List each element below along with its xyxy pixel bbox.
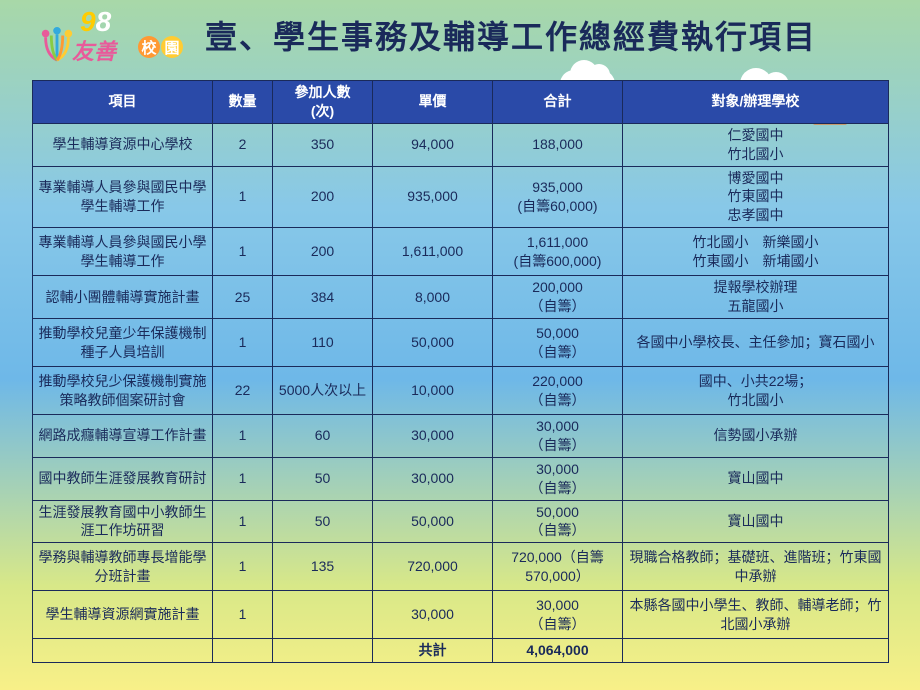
cell-school: 仁愛國中竹北國小 <box>623 123 889 166</box>
cell-school: 信勢國小承辦 <box>623 415 889 458</box>
cell-price: 720,000 <box>373 543 493 591</box>
cell-total: 1,611,000(自籌600,000) <box>493 228 623 276</box>
cell-item: 國中教師生涯發展教育研討 <box>33 457 213 500</box>
fountain-icon <box>38 26 76 64</box>
cell-total: 50,000（自籌） <box>493 500 623 543</box>
logo-friendly-text: 友善 <box>72 34 116 66</box>
cell-qty: 1 <box>213 319 273 367</box>
cell-qty: 1 <box>213 228 273 276</box>
cell-price: 94,000 <box>373 123 493 166</box>
cell-price: 50,000 <box>373 500 493 543</box>
header-participants: 參加人數(次) <box>273 81 373 124</box>
cell-item: 推動學校兒少保護機制實施策略教師個案研討會 <box>33 367 213 415</box>
budget-table: 項目 數量 參加人數(次) 單價 合計 對象/辦理學校 學生輔導資源中心學校23… <box>32 80 889 663</box>
budget-table-container: 項目 數量 參加人數(次) 單價 合計 對象/辦理學校 學生輔導資源中心學校23… <box>32 80 888 663</box>
cell-qty: 1 <box>213 166 273 228</box>
table-row: 學生輔導資源中心學校235094,000188,000仁愛國中竹北國小 <box>33 123 889 166</box>
total-row: 共計4,064,000 <box>33 639 889 663</box>
cell-part: 50 <box>273 457 373 500</box>
table-row: 國中教師生涯發展教育研討15030,00030,000（自籌）寶山國中 <box>33 457 889 500</box>
cell-school: 現職合格教師；基礎班、進階班；竹東國中承辦 <box>623 543 889 591</box>
cell-item: 學務與輔導教師專長增能學分班計畫 <box>33 543 213 591</box>
cell-school: 博愛國中竹東國中忠孝國中 <box>623 166 889 228</box>
cell-item: 認輔小團體輔導實施計畫 <box>33 276 213 319</box>
cell-price: 935,000 <box>373 166 493 228</box>
table-row: 專業輔導人員參與國民小學學生輔導工作12001,611,0001,611,000… <box>33 228 889 276</box>
cell-item: 網路成癮輔導宣導工作計畫 <box>33 415 213 458</box>
cell-part: 384 <box>273 276 373 319</box>
cell-qty: 1 <box>213 415 273 458</box>
empty-cell <box>33 639 213 663</box>
cell-part: 135 <box>273 543 373 591</box>
table-row: 生涯發展教育國中小教師生涯工作坊研習15050,00050,000（自籌）寶山國… <box>33 500 889 543</box>
header-total: 合計 <box>493 81 623 124</box>
cell-part <box>273 591 373 639</box>
cell-price: 1,611,000 <box>373 228 493 276</box>
logo: 98 友善 校園 <box>30 8 200 68</box>
header-item: 項目 <box>33 81 213 124</box>
cell-item: 學生輔導資源中心學校 <box>33 123 213 166</box>
cell-qty: 25 <box>213 276 273 319</box>
page-title: 壹、學生事務及輔導工作總經費執行項目 <box>205 12 817 58</box>
cell-price: 8,000 <box>373 276 493 319</box>
cell-school: 提報學校辦理五龍國小 <box>623 276 889 319</box>
header-school: 對象/辦理學校 <box>623 81 889 124</box>
table-row: 專業輔導人員參與國民中學學生輔導工作1200935,000935,000(自籌6… <box>33 166 889 228</box>
cell-school: 寶山國中 <box>623 457 889 500</box>
table-row: 推動學校兒少保護機制實施策略教師個案研討會225000人次以上10,000220… <box>33 367 889 415</box>
empty-cell <box>273 639 373 663</box>
cell-qty: 1 <box>213 591 273 639</box>
cell-total: 200,000（自籌） <box>493 276 623 319</box>
cell-item: 推動學校兒童少年保護機制種子人員培訓 <box>33 319 213 367</box>
header-unitprice: 單價 <box>373 81 493 124</box>
table-row: 學生輔導資源網實施計畫1 30,00030,000（自籌）本縣各國中小學生、教師、… <box>33 591 889 639</box>
cell-part: 60 <box>273 415 373 458</box>
cell-item: 專業輔導人員參與國民中學學生輔導工作 <box>33 166 213 228</box>
cell-school: 寶山國中 <box>623 500 889 543</box>
cell-price: 30,000 <box>373 415 493 458</box>
cell-total: 720,000（自籌570,000） <box>493 543 623 591</box>
cell-item: 專業輔導人員參與國民小學學生輔導工作 <box>33 228 213 276</box>
cell-qty: 1 <box>213 543 273 591</box>
cell-part: 200 <box>273 166 373 228</box>
cell-total: 220,000（自籌） <box>493 367 623 415</box>
cell-part: 110 <box>273 319 373 367</box>
cell-total: 935,000(自籌60,000) <box>493 166 623 228</box>
cell-qty: 2 <box>213 123 273 166</box>
logo-campus-badges: 校園 <box>138 36 183 58</box>
cell-part: 5000人次以上 <box>273 367 373 415</box>
empty-cell <box>623 639 889 663</box>
table-header-row: 項目 數量 參加人數(次) 單價 合計 對象/辦理學校 <box>33 81 889 124</box>
cell-total: 30,000（自籌） <box>493 457 623 500</box>
cell-total: 30,000（自籌） <box>493 591 623 639</box>
cell-total: 30,000（自籌） <box>493 415 623 458</box>
cell-qty: 1 <box>213 500 273 543</box>
cell-school: 國中、小共22場；竹北國小 <box>623 367 889 415</box>
cell-price: 10,000 <box>373 367 493 415</box>
table-row: 認輔小團體輔導實施計畫253848,000200,000（自籌）提報學校辦理五龍… <box>33 276 889 319</box>
header-qty: 數量 <box>213 81 273 124</box>
cell-price: 30,000 <box>373 457 493 500</box>
cell-qty: 22 <box>213 367 273 415</box>
cell-school: 各國中小學校長、主任參加；寶石國小 <box>623 319 889 367</box>
cell-school: 本縣各國中小學生、教師、輔導老師；竹北國小承辦 <box>623 591 889 639</box>
cell-total: 50,000（自籌） <box>493 319 623 367</box>
total-label: 共計 <box>373 639 493 663</box>
cell-total: 188,000 <box>493 123 623 166</box>
cell-part: 200 <box>273 228 373 276</box>
cell-price: 50,000 <box>373 319 493 367</box>
cell-part: 350 <box>273 123 373 166</box>
table-row: 推動學校兒童少年保護機制種子人員培訓111050,00050,000（自籌）各國… <box>33 319 889 367</box>
cell-school: 竹北國小 新樂國小竹東國小 新埔國小 <box>623 228 889 276</box>
table-row: 網路成癮輔導宣導工作計畫16030,00030,000（自籌）信勢國小承辦 <box>33 415 889 458</box>
cell-price: 30,000 <box>373 591 493 639</box>
total-value: 4,064,000 <box>493 639 623 663</box>
cell-part: 50 <box>273 500 373 543</box>
table-row: 學務與輔導教師專長增能學分班計畫1135720,000720,000（自籌570… <box>33 543 889 591</box>
cell-item: 學生輔導資源網實施計畫 <box>33 591 213 639</box>
cell-item: 生涯發展教育國中小教師生涯工作坊研習 <box>33 500 213 543</box>
empty-cell <box>213 639 273 663</box>
cell-qty: 1 <box>213 457 273 500</box>
